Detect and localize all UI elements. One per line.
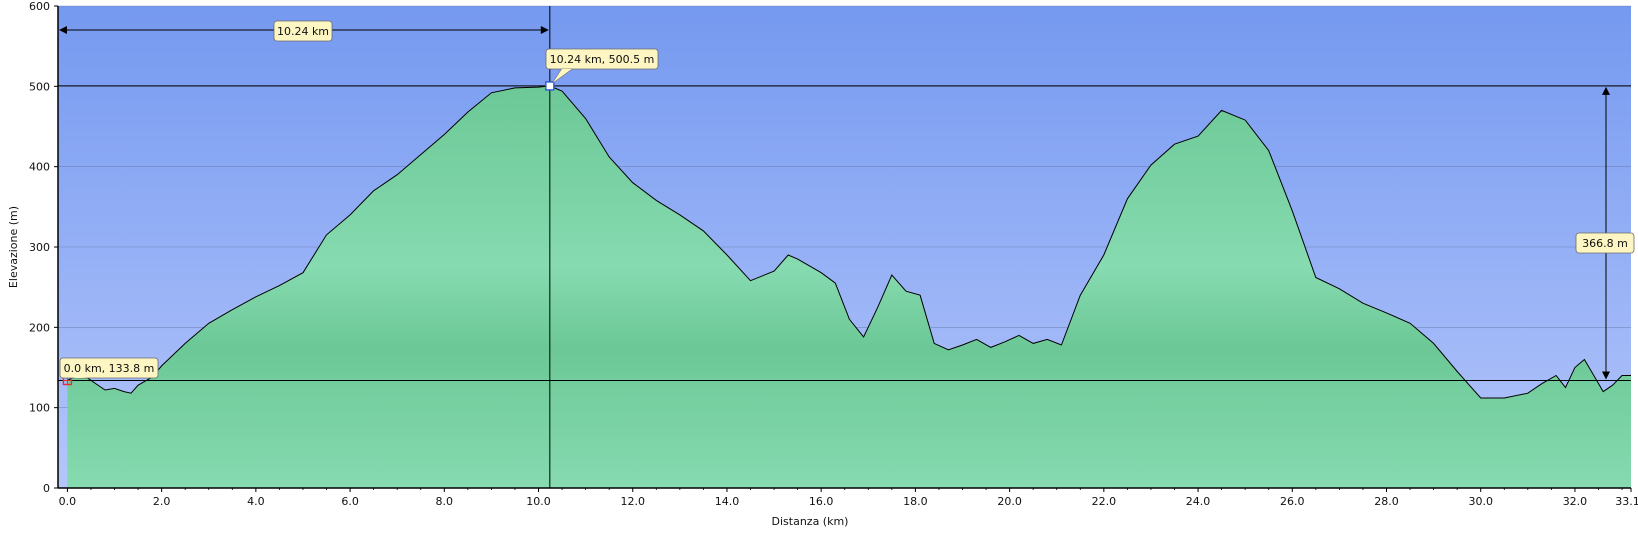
tick-labels: 0 100 200 300 400 500 600 0.0 2.0 4.0 6.0 8.0 10.0 12…	[29, 0, 1638, 508]
x-tick-label: 26.0	[1280, 495, 1305, 508]
y-tick-label: 100	[29, 402, 50, 415]
x-tick-label: 16.0	[809, 495, 834, 508]
peak-marker	[545, 81, 555, 91]
start-point-callout: 0.0 km, 133.8 m	[59, 357, 159, 379]
measurement-overlay: 10.24 km 10.24 km, 500.5 m 0.0 km, 133.8 m…	[58, 6, 1635, 488]
start-point-callout-text: 0.0 km, 133.8 m	[64, 362, 155, 375]
y-tick-label: 500	[29, 80, 50, 93]
x-tick-label: 18.0	[903, 495, 928, 508]
peak-point-callout-tail-cover	[552, 69, 572, 83]
arrow-head-right	[540, 26, 549, 34]
x-tick-label: 28.0	[1374, 495, 1399, 508]
x-tick-label: 2.0	[153, 495, 171, 508]
x-tick-label: 10.0	[526, 495, 551, 508]
x-tick-label: 8.0	[436, 495, 454, 508]
start-point-callout-tail-cover	[69, 376, 88, 378]
y-tick-label: 0	[43, 482, 50, 495]
y-tick-label: 200	[29, 321, 50, 334]
x-tick-label: 22.0	[1092, 495, 1117, 508]
elevation-span-callout-text: 366.8 m	[1582, 237, 1628, 250]
x-tick-label: 32.0	[1563, 495, 1588, 508]
elevation-span-callout-box	[1575, 232, 1635, 254]
x-tick-label: 24.0	[1186, 495, 1211, 508]
peak-point-callout-text: 10.24 km, 500.5 m	[550, 53, 655, 66]
distance-span-callout-text: 10.24 km	[277, 25, 329, 38]
x-tick-label: 14.0	[715, 495, 740, 508]
start-point-callout-box	[59, 357, 159, 379]
elevation-profile-line	[67, 85, 1631, 399]
x-axis-title: Distanza (km)	[772, 515, 849, 528]
arrow-head-up	[1602, 86, 1610, 95]
peak-point-callout: 10.24 km, 500.5 m	[545, 48, 659, 84]
elevation-span-callout: 366.8 m	[1575, 232, 1635, 254]
x-tick-label: 30.0	[1468, 495, 1493, 508]
peak-marker-box	[545, 81, 555, 91]
distance-span-callout: 10.24 km	[273, 20, 333, 42]
y-tick-label: 400	[29, 161, 50, 174]
x-tick-label: 33.19	[1615, 495, 1638, 508]
x-tick-label: 20.0	[997, 495, 1022, 508]
x-tick-label: 4.0	[247, 495, 265, 508]
y-tick-label: 600	[29, 0, 50, 13]
arrow-head-left	[59, 26, 67, 34]
arrow-head-down	[1602, 371, 1610, 380]
x-tick-label: 6.0	[341, 495, 359, 508]
distance-span-callout-box	[273, 20, 333, 42]
y-axis-title: Elevazione (m)	[7, 206, 20, 288]
x-tick-label: 12.0	[620, 495, 645, 508]
y-tick-label: 300	[29, 241, 50, 254]
elevation-area	[67, 85, 1631, 489]
x-tick-label: 0.0	[59, 495, 77, 508]
peak-point-callout-box	[545, 48, 659, 70]
